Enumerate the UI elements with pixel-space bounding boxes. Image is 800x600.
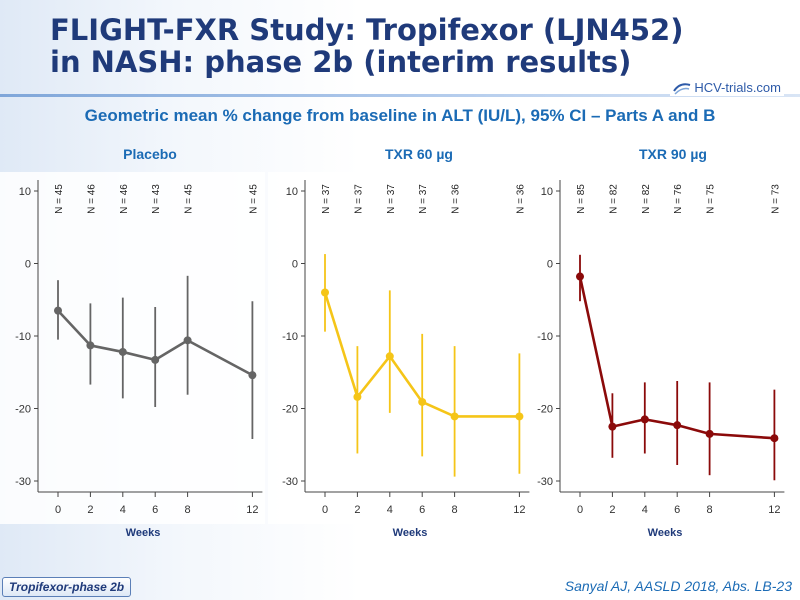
txr60-series-line xyxy=(323,292,520,418)
txr90-n-label: N = 75 xyxy=(706,184,717,214)
panel-title-placebo: Placebo xyxy=(123,146,177,162)
txr60-x-tick-label: 2 xyxy=(354,504,360,516)
txr90-y-tick-label: 0 xyxy=(547,259,553,271)
placebo-y-tick-label: -10 xyxy=(15,331,31,343)
txr60-data-point xyxy=(353,392,362,401)
placebo-x-tick-label: 2 xyxy=(87,504,93,516)
txr90-x-axis-label: Weeks xyxy=(648,527,683,539)
placebo-data-point xyxy=(183,336,192,345)
placebo-x-axis-label: Weeks xyxy=(126,527,161,539)
txr60-n-label: N = 37 xyxy=(353,184,364,214)
placebo-x-tick-label: 4 xyxy=(120,504,126,516)
txr60-data-point xyxy=(321,288,329,297)
txr60-n-label: N = 37 xyxy=(321,184,332,214)
txr90-x-tick-label: 4 xyxy=(642,504,648,516)
header-rule xyxy=(0,94,800,97)
txr60-x-tick-label: 12 xyxy=(513,504,525,516)
chart-subtitle: Geometric mean % change from baseline in… xyxy=(84,106,716,125)
placebo-n-label: N = 46 xyxy=(119,184,130,214)
txr60-x-tick-label: 4 xyxy=(387,504,393,516)
placebo-n-label: N = 45 xyxy=(54,184,65,214)
txr90-x-tick-label: 8 xyxy=(707,504,713,516)
txr60-data-point xyxy=(385,352,394,361)
slide-title-line2: in NASH: phase 2b (interim results) xyxy=(50,45,632,79)
slide-title-line1: FLIGHT-FXR Study: Tropifexor (LJN452) xyxy=(50,13,684,47)
txr90-data-point xyxy=(608,422,617,431)
placebo-series-line xyxy=(57,309,254,377)
txr90-n-label: N = 82 xyxy=(641,184,652,214)
placebo-x-tick-label: 6 xyxy=(152,504,158,516)
txr90-panel-bg xyxy=(533,172,800,524)
txr60-y-tick-label: -10 xyxy=(282,331,298,343)
txr90-x-tick-label: 6 xyxy=(674,504,680,516)
txr60-data-point xyxy=(418,397,427,406)
txr60-data-point xyxy=(450,412,459,421)
txr90-n-label: N = 76 xyxy=(673,184,684,214)
txr60-data-point xyxy=(515,412,524,421)
txr90-x-tick-label: 2 xyxy=(609,504,615,516)
txr60-panel-bg xyxy=(268,172,530,524)
txr60-y-tick-label: -20 xyxy=(282,404,298,416)
txr90-data-point xyxy=(576,272,584,281)
placebo-x-tick-label: 8 xyxy=(185,504,191,516)
txr90-y-tick-label: -30 xyxy=(537,476,553,488)
txr90-y-tick-label: -20 xyxy=(537,404,553,416)
placebo-n-label: N = 45 xyxy=(248,184,259,214)
placebo-y-tick-label: 0 xyxy=(25,259,31,271)
slide-title: FLIGHT-FXR Study: Tropifexor (LJN452) in… xyxy=(50,14,683,78)
txr90-x-tick-label: 12 xyxy=(768,504,780,516)
placebo-x-tick-label: 0 xyxy=(55,504,61,516)
placebo-data-point xyxy=(248,371,257,380)
txr90-data-point xyxy=(705,429,714,438)
hcv-trials-logo: HCV-trials.com xyxy=(670,79,784,96)
placebo-y-tick-label: 10 xyxy=(19,186,31,198)
txr60-x-tick-label: 6 xyxy=(419,504,425,516)
txr90-n-label: N = 73 xyxy=(770,184,781,214)
placebo-data-point xyxy=(118,347,127,356)
placebo-data-point xyxy=(54,306,62,315)
placebo-n-label: N = 43 xyxy=(151,184,162,214)
placebo-panel-bg xyxy=(0,172,265,524)
txr90-series-line xyxy=(578,276,775,440)
placebo-n-label: N = 46 xyxy=(86,184,97,214)
placebo-y-tick-label: -20 xyxy=(15,404,31,416)
placebo-n-label: N = 45 xyxy=(184,184,195,214)
txr60-y-tick-label: -30 xyxy=(282,476,298,488)
txr60-n-label: N = 37 xyxy=(418,184,429,214)
citation: Sanyal AJ, AASLD 2018, Abs. LB-23 xyxy=(564,578,792,594)
txr90-n-label: N = 82 xyxy=(608,184,619,214)
study-badge: Tropifexor-phase 2b xyxy=(2,577,132,597)
panel-title-txr90: TXR 90 µg xyxy=(639,146,707,162)
txr90-y-tick-label: 10 xyxy=(541,186,553,198)
txr60-n-label: N = 37 xyxy=(386,184,397,214)
txr90-y-tick-label: -10 xyxy=(537,331,553,343)
txr90-data-point xyxy=(640,415,649,424)
txr90-data-point xyxy=(770,434,779,443)
logo-swoosh-icon xyxy=(673,82,691,95)
placebo-y-tick-label: -30 xyxy=(15,476,31,488)
logo-text: HCV-trials.com xyxy=(694,80,781,95)
placebo-x-tick-label: 12 xyxy=(246,504,258,516)
txr90-x-tick-label: 0 xyxy=(577,504,583,516)
txr60-n-label: N = 36 xyxy=(515,184,526,214)
txr60-x-tick-label: 8 xyxy=(452,504,458,516)
panel-title-txr60: TXR 60 µg xyxy=(385,146,453,162)
txr60-y-tick-label: 10 xyxy=(286,186,298,198)
txr90-n-label: N = 85 xyxy=(576,184,587,214)
txr60-x-axis-label: Weeks xyxy=(393,527,428,539)
placebo-data-point xyxy=(86,341,95,350)
txr90-data-point xyxy=(673,421,682,430)
txr60-y-tick-label: 0 xyxy=(292,259,298,271)
txr60-x-tick-label: 0 xyxy=(322,504,328,516)
placebo-data-point xyxy=(151,355,160,364)
txr60-n-label: N = 36 xyxy=(451,184,462,214)
